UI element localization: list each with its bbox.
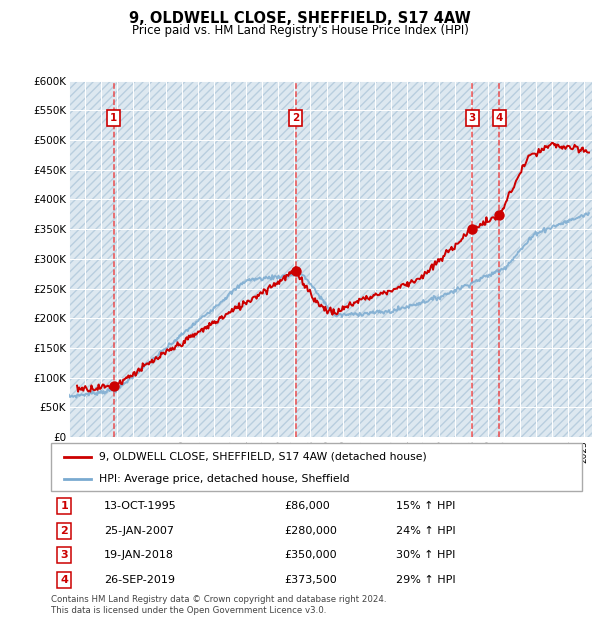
Text: £280,000: £280,000 — [284, 526, 338, 536]
Text: 1: 1 — [61, 502, 68, 512]
Text: £350,000: £350,000 — [284, 551, 337, 560]
Text: 19-JAN-2018: 19-JAN-2018 — [104, 551, 174, 560]
Text: Contains HM Land Registry data © Crown copyright and database right 2024.: Contains HM Land Registry data © Crown c… — [51, 595, 386, 604]
Text: £373,500: £373,500 — [284, 575, 337, 585]
Text: 25-JAN-2007: 25-JAN-2007 — [104, 526, 174, 536]
Text: 4: 4 — [496, 113, 503, 123]
Text: 9, OLDWELL CLOSE, SHEFFIELD, S17 4AW: 9, OLDWELL CLOSE, SHEFFIELD, S17 4AW — [129, 11, 471, 26]
Text: 30% ↑ HPI: 30% ↑ HPI — [396, 551, 455, 560]
Text: 3: 3 — [469, 113, 476, 123]
Text: Price paid vs. HM Land Registry's House Price Index (HPI): Price paid vs. HM Land Registry's House … — [131, 24, 469, 37]
Text: HPI: Average price, detached house, Sheffield: HPI: Average price, detached house, Shef… — [99, 474, 349, 484]
Text: 26-SEP-2019: 26-SEP-2019 — [104, 575, 175, 585]
Text: 1: 1 — [110, 113, 118, 123]
Text: 4: 4 — [61, 575, 68, 585]
Text: 2: 2 — [61, 526, 68, 536]
Text: 13-OCT-1995: 13-OCT-1995 — [104, 502, 177, 512]
Text: 29% ↑ HPI: 29% ↑ HPI — [396, 575, 456, 585]
Text: 15% ↑ HPI: 15% ↑ HPI — [396, 502, 455, 512]
Text: This data is licensed under the Open Government Licence v3.0.: This data is licensed under the Open Gov… — [51, 606, 326, 616]
Text: 3: 3 — [61, 551, 68, 560]
Text: 9, OLDWELL CLOSE, SHEFFIELD, S17 4AW (detached house): 9, OLDWELL CLOSE, SHEFFIELD, S17 4AW (de… — [99, 451, 427, 462]
Text: 24% ↑ HPI: 24% ↑ HPI — [396, 526, 456, 536]
Text: 2: 2 — [292, 113, 299, 123]
Text: £86,000: £86,000 — [284, 502, 331, 512]
